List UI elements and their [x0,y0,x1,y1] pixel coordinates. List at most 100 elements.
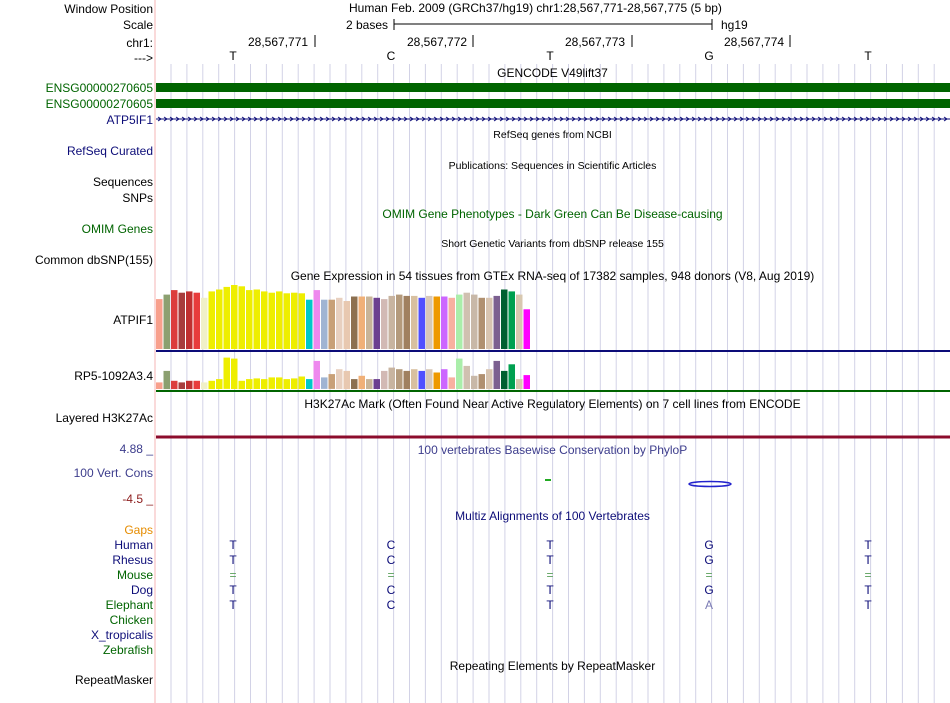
scale-db: hg19 [721,18,748,32]
gtex-bar-atpif1 [351,296,358,349]
gtex-gene-rp5[interactable]: RP5-1092A3.4 [74,369,153,383]
strand-arrow [241,116,246,122]
strand-arrow [379,116,384,122]
multiz-species-5[interactable]: Chicken [109,613,153,627]
multiz-species-2[interactable]: Mouse [116,568,153,582]
strand-arrow [571,116,576,122]
strand-arrow [271,116,276,122]
gtex-bar-rp5 [328,374,335,389]
strand-arrow [409,116,414,122]
multiz-species-7[interactable]: Zebrafish [102,643,153,657]
gtex-bar-rp5 [223,357,230,389]
strand-arrow [385,116,390,122]
strand-arrow [415,116,420,122]
strand-arrow [685,116,690,122]
strand-arrow [709,116,714,122]
strand-arrow [811,116,816,122]
gtex-bar-atpif1 [478,297,485,349]
strand-arrow [739,116,744,122]
multiz-base: C [386,583,396,597]
gtex-bar-rp5 [493,360,500,389]
strand-arrow [859,116,864,122]
gtex-bar-rp5 [238,380,245,390]
gtex-bar-atpif1 [216,289,223,349]
multiz-base: G [704,583,714,597]
assembly-position: Human Feb. 2009 (GRCh37/hg19) chr1:28,56… [349,1,722,15]
refseq-title: RefSeq genes from NCBI [493,129,612,141]
multiz-species-4[interactable]: Elephant [105,598,153,612]
strand-arrow [871,116,876,122]
multiz-gaps-label[interactable]: Gaps [124,523,153,537]
gtex-bar-atpif1 [306,299,313,349]
gencode-item-2[interactable]: ENSG00000270605 [45,97,153,111]
strand-arrow [289,116,294,122]
gtex-bar-rp5 [231,358,238,389]
strand-arrow [517,116,522,122]
gtex-bar-rp5 [156,382,163,389]
strand-arrow [727,116,732,122]
strand-arrow [463,116,468,122]
multiz-base: T [546,583,554,597]
multiz-species-6[interactable]: X_tropicalis [90,628,153,642]
conservation-label[interactable]: 100 Vert. Cons [73,466,153,480]
multiz-base: T [546,553,554,567]
base-3: T [546,49,554,63]
gtex-bar-atpif1 [463,292,470,349]
gtex-bar-atpif1 [291,292,298,349]
omim-label[interactable]: OMIM Genes [81,222,153,236]
window-position-label: Window Position [64,2,153,16]
gtex-bar-atpif1 [433,296,440,349]
multiz-species-3[interactable]: Dog [130,583,153,597]
gtex-bar-atpif1 [223,286,230,349]
strand-arrow [733,116,738,122]
gtex-bar-rp5 [478,374,485,389]
gtex-bar-rp5 [396,369,403,389]
gtex-bar-rp5 [321,377,328,389]
strand-arrow [823,116,828,122]
strand-arrow [217,116,222,122]
strand-arrow [493,116,498,122]
gtex-bar-atpif1 [396,294,403,349]
publications-title: Publications: Sequences in Scientific Ar… [448,160,657,172]
gtex-bar-rp5 [448,377,455,389]
multiz-base: T [229,553,237,567]
strand-arrow [505,116,510,122]
strand-arrow [589,116,594,122]
publications-snps-label[interactable]: SNPs [122,191,153,205]
refseq-label[interactable]: RefSeq Curated [66,144,153,158]
strand-arrow [295,116,300,122]
strand-arrow [475,116,480,122]
strand-arrow [625,116,630,122]
gtex-bar-atpif1 [486,297,493,349]
conservation-ymin: -4.5 _ [122,492,153,506]
gtex-bar-atpif1 [388,295,395,349]
strand-arrow [235,116,240,122]
gtex-bar-atpif1 [366,296,373,349]
strand-arrow [433,116,438,122]
gtex-bar-atpif1 [246,290,253,349]
strand-arrow [835,116,840,122]
strand-arrow [679,116,684,122]
gtex-bar-atpif1 [261,291,268,349]
strand-arrow [757,116,762,122]
multiz-species-0[interactable]: Human [114,538,153,552]
strand-arrow [769,116,774,122]
h3k27ac-label[interactable]: Layered H3K27Ac [55,411,153,425]
gtex-bar-atpif1 [403,295,410,349]
strand-arrow [367,116,372,122]
repeatmasker-label[interactable]: RepeatMasker [74,673,153,687]
multiz-base: C [386,598,396,612]
dbsnp-label[interactable]: Common dbSNP(155) [34,253,153,267]
multiz-base: T [229,538,237,552]
gencode-item-1[interactable]: ENSG00000270605 [45,81,153,95]
gtex-bar-rp5 [171,380,178,390]
strand-arrow [895,116,900,122]
gtex-gene-atpif1[interactable]: ATPIF1 [113,313,153,327]
publications-sequences-label[interactable]: Sequences [92,175,153,189]
gencode-item-3[interactable]: ATP5IF1 [106,113,153,127]
multiz-species-1[interactable]: Rhesus [112,553,153,567]
h3k27ac-title: H3K27Ac Mark (Often Found Near Active Re… [304,397,801,411]
strand-arrow [229,116,234,122]
strand-arrow [313,116,318,122]
